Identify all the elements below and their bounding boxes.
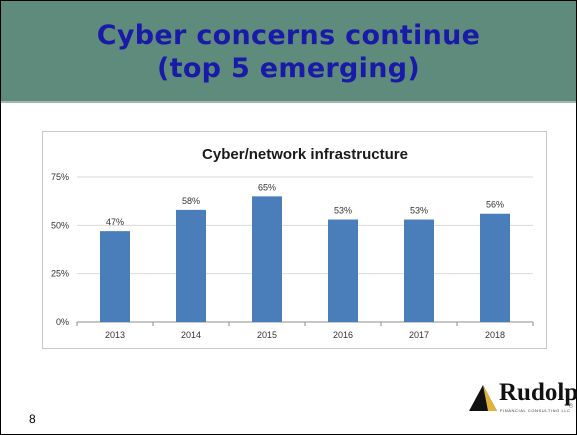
y-tick-label: 25% [51, 269, 69, 279]
logo-tagline: FINANCIAL CONSULTING LLC [500, 408, 571, 413]
data-label-2013: 47% [106, 217, 124, 227]
x-tick-label-2013: 2013 [105, 330, 125, 340]
bar-2016 [328, 219, 358, 322]
bar-2014 [176, 209, 206, 322]
chart-title: Cyber/network infrastructure [202, 146, 408, 163]
title-banner: Cyber concerns continue (top 5 emerging) [1, 1, 576, 103]
x-tick-label-2016: 2016 [333, 330, 353, 340]
logo-wordmark: Rudolph [499, 379, 577, 406]
bar-2013 [100, 231, 130, 322]
data-label-2014: 58% [182, 196, 200, 206]
data-label-2016: 53% [334, 206, 352, 216]
y-tick-label: 0% [56, 317, 69, 327]
x-tick-label-2015: 2015 [257, 330, 277, 340]
y-tick-label: 50% [51, 220, 69, 230]
x-tick-label-2017: 2017 [409, 330, 429, 340]
chart-frame: Cyber/network infrastructure 0% 25% 50% 75% 4… [42, 131, 547, 349]
slide-number: 8 [29, 412, 36, 426]
x-tick-label-2018: 2018 [485, 330, 505, 340]
rudolph-logo: Rudolph FINANCIAL CONSULTING LLC 8 [469, 379, 577, 419]
bar-2015 [252, 196, 282, 322]
x-tick-label-2014: 2014 [181, 330, 201, 340]
slide-title-line-1: Cyber concerns continue [96, 20, 481, 51]
y-tick-label: 75% [51, 172, 69, 182]
data-label-2017: 53% [410, 206, 428, 216]
bar-chart: Cyber/network infrastructure 0% 25% 50% 75% 4… [51, 146, 534, 340]
slide-title-line-2: (top 5 emerging) [156, 53, 421, 84]
mountain-triangle-icon [469, 385, 497, 411]
data-label-2015: 65% [258, 182, 276, 192]
bar-2017 [404, 219, 434, 322]
data-label-2018: 56% [486, 200, 504, 210]
logo-page-number: 8 [569, 403, 573, 410]
bar-2018 [480, 213, 510, 322]
